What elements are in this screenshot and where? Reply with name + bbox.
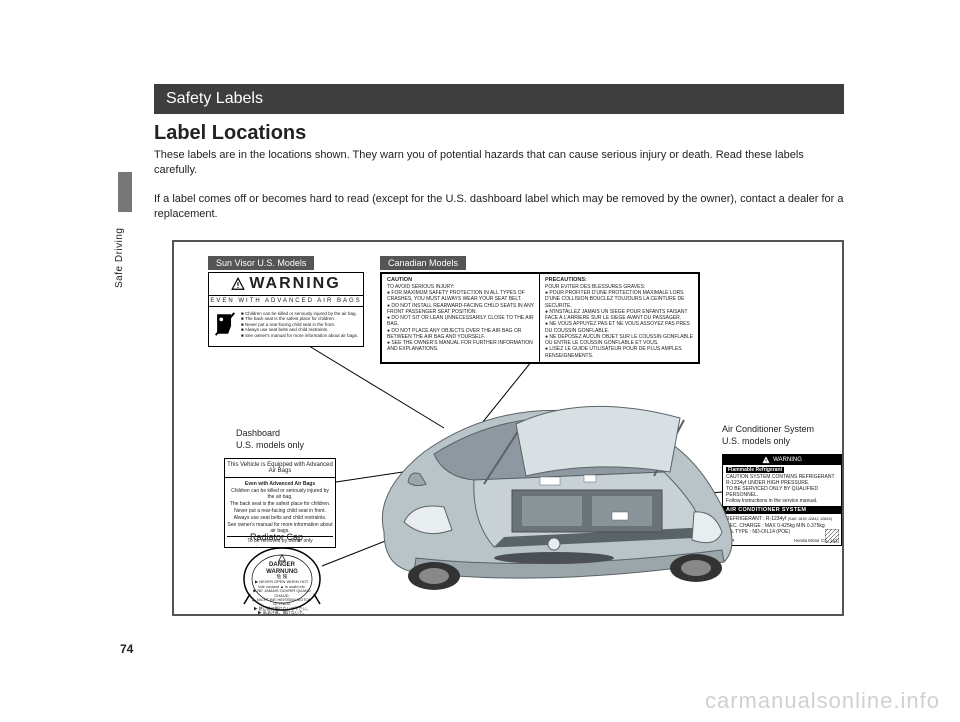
dash-cap-1: Dashboard bbox=[236, 428, 304, 440]
ce4: DO NOT PLACE ANY OBJECTS OVER THE AIR BA… bbox=[387, 328, 534, 341]
cf5: LISEZ LE GUIDE UTILISATEUR POUR DE PLUS … bbox=[545, 346, 693, 359]
canadian-english: CAUTION TO AVOID SERIOUS INJURY: FOR MAX… bbox=[382, 274, 540, 362]
dash-r1: This Vehicle is Equipped with Advanced A… bbox=[225, 459, 335, 478]
sunvisor-bullets: Children can be killed or seriously inju… bbox=[241, 311, 358, 342]
rad-jp2: ▶ 高温注意。開けないで。 bbox=[252, 611, 312, 615]
canadian-label: CAUTION TO AVOID SERIOUS INJURY: FOR MAX… bbox=[380, 272, 700, 364]
warning-triangle-icon bbox=[231, 277, 245, 291]
dash-l2: Children can be killed or seriously inju… bbox=[227, 488, 333, 500]
sunvisor-tag: Sun Visor U.S. Models bbox=[208, 256, 314, 270]
hatch-icon bbox=[825, 529, 839, 543]
child-seat-icon bbox=[213, 311, 237, 342]
chapter-marker bbox=[118, 172, 132, 212]
precautions-head: PRECAUTIONS: bbox=[545, 277, 693, 284]
page-title: Label Locations bbox=[154, 122, 306, 145]
dashboard-caption: Dashboard U.S. models only bbox=[236, 428, 304, 451]
ac-sae: (SAE J639 J2842 J2845) bbox=[788, 516, 832, 521]
ce2: DO NOT INSTALL REARWARD-FACING CHILD SEA… bbox=[387, 303, 534, 316]
dash-cap-2: U.S. models only bbox=[236, 440, 304, 452]
radiator-text: DANGER WARNUNG 危 険 ▶ NEVER OPEN WHEN HOT… bbox=[252, 554, 312, 616]
sv-b5: See owner's manual for more information … bbox=[241, 333, 358, 338]
side-tab: Safe Driving bbox=[114, 218, 130, 298]
canadian-tag: Canadian Models bbox=[380, 256, 466, 270]
cf4: NE DEPOSEZ AUCUN OBJET SUR LE COUSSIN GO… bbox=[545, 334, 693, 347]
cf1: POUR PROFITER D'UNE PROTECTION MAXIMALE … bbox=[545, 290, 693, 309]
radiator-caption: Radiator Cap bbox=[250, 532, 303, 542]
advanced-airbags-row: EVEN WITH ADVANCED AIR BAGS bbox=[209, 296, 363, 307]
paragraph-2: If a label comes off or becomes hard to … bbox=[154, 192, 844, 223]
side-tab-label: Safe Driving bbox=[114, 228, 125, 288]
cf2: N'INSTALLEZ JAMAIS UN SIEGE POUR ENFANTS… bbox=[545, 309, 693, 322]
ce3: DO NOT SIT OR LEAN UNNECESSARILY CLOSE T… bbox=[387, 315, 534, 328]
section-heading: Safety Labels bbox=[154, 84, 844, 114]
caution-head: CAUTION bbox=[387, 277, 534, 284]
car-illustration bbox=[344, 362, 784, 612]
dash-l3: The back seat is the safest place for ch… bbox=[227, 501, 333, 507]
section-heading-text: Safety Labels bbox=[166, 90, 263, 108]
paragraph-1: These labels are in the locations shown.… bbox=[154, 148, 844, 179]
canadian-french: PRECAUTIONS: POUR EVITER DES BLESSURES G… bbox=[540, 274, 698, 362]
ce5: SEE THE OWNER'S MANUAL FOR FURTHER INFOR… bbox=[387, 340, 534, 353]
dash-l5: Always use seat belts and child restrain… bbox=[227, 515, 333, 521]
cf3: NE VOUS APPUYEZ PAS ET NE VOUS ASSOYEZ P… bbox=[545, 321, 693, 334]
dash-l4: Never put a rear-facing child seat in fr… bbox=[227, 508, 333, 514]
ce1: FOR MAXIMUM SAFETY PROTECTION IN ALL TYP… bbox=[387, 290, 534, 303]
rad-danger: DANGER bbox=[252, 562, 312, 569]
dash-l1: Even with Advanced Air Bags bbox=[227, 481, 333, 487]
manual-page: Safe Driving Safety Labels Label Locatio… bbox=[0, 0, 960, 722]
warning-header: WARNING bbox=[209, 273, 363, 296]
sunvisor-warning-label: WARNING EVEN WITH ADVANCED AIR BAGS Chil… bbox=[208, 272, 364, 347]
watermark: carmanualsonline.info bbox=[705, 688, 940, 714]
figure: Sun Visor U.S. Models WARNING EVEN WITH … bbox=[172, 240, 844, 616]
warning-text: WARNING bbox=[249, 275, 340, 293]
danger-triangle-icon bbox=[278, 554, 286, 562]
page-number: 74 bbox=[120, 642, 133, 656]
